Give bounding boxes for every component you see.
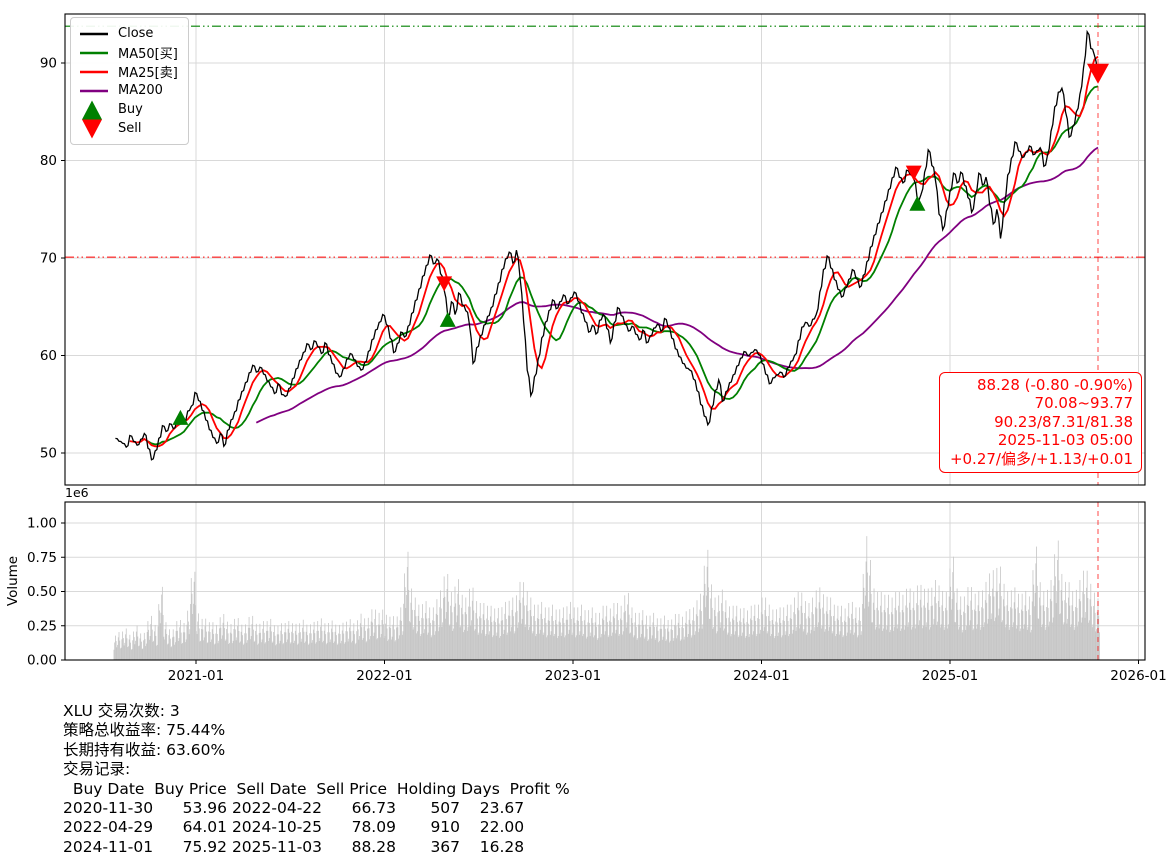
ma200-line bbox=[255, 146, 1099, 424]
svg-text:2025-01: 2025-01 bbox=[922, 668, 978, 684]
svg-text:0.50: 0.50 bbox=[27, 584, 57, 600]
legend-item-close: Close bbox=[79, 24, 178, 43]
svg-text:0.00: 0.00 bbox=[27, 653, 57, 669]
tooltip-price-change: 88.28 (-0.80 -0.90%) bbox=[976, 376, 1133, 394]
legend-label-ma25: MA25[卖] bbox=[118, 66, 178, 81]
trade-table-row: 2022-04-29 64.01 2024-10-25 78.09 910 22… bbox=[63, 818, 525, 837]
svg-text:2026-01: 2026-01 bbox=[1110, 668, 1166, 684]
ma50-line-swatch bbox=[80, 51, 108, 54]
legend-label-close: Close bbox=[118, 26, 154, 41]
svg-text:1e6: 1e6 bbox=[65, 485, 89, 500]
price-tooltip: 88.28 (-0.80 -0.90%) 70.08~93.77 90.23/8… bbox=[938, 372, 1142, 474]
x-axis-labels: 2021-01 2022-01 2023-01 2024-01 2025-01 2026-… bbox=[168, 660, 1167, 684]
close-line bbox=[115, 29, 1099, 461]
tooltip-ma-values: 90.23/87.31/81.38 bbox=[994, 412, 1133, 431]
chart-legend: Close MA50[买] MA25[卖] MA200 Buy Sell bbox=[70, 17, 189, 145]
legend-label-ma200: MA200 bbox=[118, 83, 163, 98]
tooltip-range: 70.08~93.77 bbox=[1034, 394, 1133, 413]
legend-label-buy: Buy bbox=[118, 102, 143, 117]
strategy-stats: XLU 交易次数: 3 策略总收益率: 75.44% 长期持有收益: 63.60… bbox=[63, 702, 570, 857]
legend-item-ma200: MA200 bbox=[79, 81, 178, 100]
svg-text:0.25: 0.25 bbox=[27, 618, 57, 634]
buy-markers bbox=[172, 195, 926, 425]
volume-bars bbox=[113, 536, 1100, 661]
stats-trade-count: XLU 交易次数: 3 bbox=[63, 702, 180, 720]
svg-text:90: 90 bbox=[40, 56, 57, 72]
ma200-line-swatch bbox=[80, 89, 108, 92]
svg-text:2021-01: 2021-01 bbox=[168, 668, 224, 684]
price-axis-labels: 50 60 70 80 90 bbox=[40, 56, 65, 462]
stats-trades-title: 交易记录: bbox=[63, 760, 131, 779]
svg-text:80: 80 bbox=[40, 153, 57, 169]
svg-text:1.00: 1.00 bbox=[27, 516, 57, 532]
reference-hlines bbox=[65, 25, 1145, 258]
volume-axis-labels: 0.00 0.25 0.50 0.75 1.00 1e6 Volume bbox=[5, 485, 89, 669]
legend-label-ma50: MA50[买] bbox=[118, 47, 178, 62]
legend-label-sell: Sell bbox=[118, 121, 142, 136]
svg-text:50: 50 bbox=[40, 446, 57, 462]
legend-item-buy: Buy bbox=[79, 100, 178, 119]
stats-buyhold-return: 长期持有收益: 63.60% bbox=[63, 740, 226, 759]
grid-lines bbox=[65, 14, 1145, 660]
svg-text:70: 70 bbox=[40, 251, 57, 267]
ma25-line-swatch bbox=[80, 70, 108, 73]
sell-markers bbox=[436, 63, 1109, 292]
close-line-swatch bbox=[80, 32, 108, 35]
axes-frames bbox=[64, 13, 1146, 661]
trade-table-row: 2020-11-30 53.96 2022-04-22 66.73 507 23… bbox=[63, 799, 525, 818]
price-volume-chart: 50 60 70 80 90 0.00 0.25 0.50 0.75 1.00 1e6 Volume 2… bbox=[5, 13, 1167, 684]
sell-marker-icon bbox=[82, 119, 102, 138]
svg-text:0.75: 0.75 bbox=[27, 550, 57, 566]
legend-item-sell: Sell bbox=[79, 119, 178, 138]
svg-text:2024-01: 2024-01 bbox=[733, 668, 789, 684]
tooltip-datetime: 2025-11-03 05:00 bbox=[997, 431, 1133, 450]
legend-item-ma50: MA50[买] bbox=[79, 43, 178, 62]
trade-table-header: Buy Date Buy Price Sell Date Sell Price … bbox=[63, 779, 570, 798]
svg-text:2023-01: 2023-01 bbox=[545, 668, 601, 684]
svg-text:60: 60 bbox=[40, 348, 57, 364]
stats-strategy-return: 策略总收益率: 75.44% bbox=[63, 721, 226, 740]
legend-item-ma25: MA25[卖] bbox=[79, 62, 178, 81]
buy-marker-icon bbox=[82, 100, 102, 119]
svg-text:2022-01: 2022-01 bbox=[356, 668, 412, 684]
trade-table-row: 2024-11-01 75.92 2025-11-03 88.28 367 16… bbox=[63, 837, 525, 856]
tooltip-signals: +0.27/偏多/+1.13/+0.01 bbox=[949, 449, 1133, 468]
svg-text:Volume: Volume bbox=[5, 556, 21, 606]
